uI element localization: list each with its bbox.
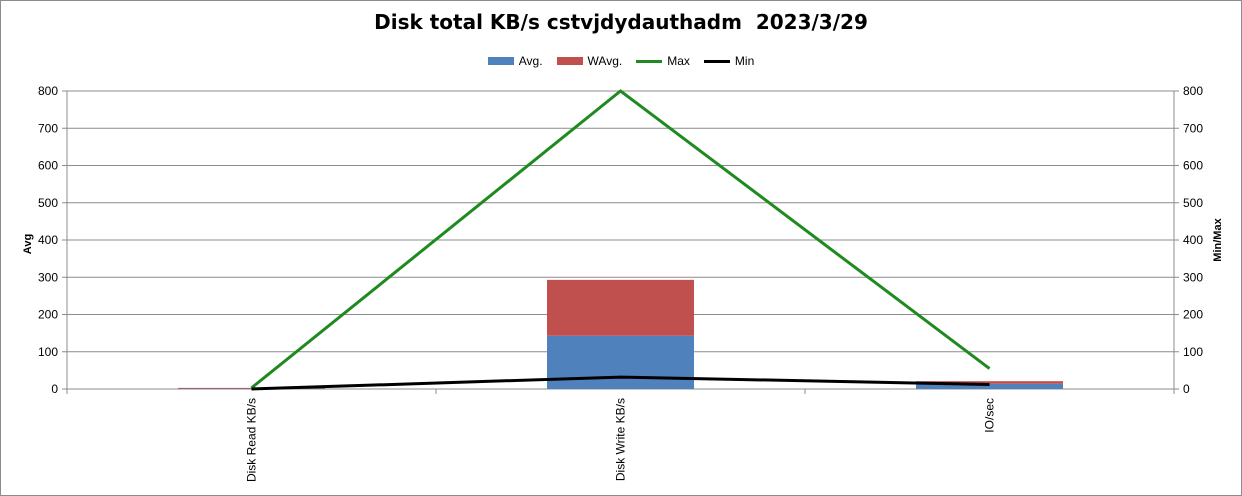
y-tick-label-left: 500 — [38, 196, 58, 210]
series-line-min — [251, 375, 990, 391]
legend-label-wavg: WAvg. — [587, 54, 623, 68]
y-tick-label-left: 400 — [38, 233, 58, 247]
legend-label-avg: Avg. — [518, 54, 543, 68]
y-tick-label-left: 0 — [51, 382, 58, 396]
legend-item-avg: Avg. — [487, 54, 543, 68]
y-tick-label-right: 300 — [1183, 270, 1203, 284]
y-tick-label-right: 200 — [1183, 308, 1203, 322]
y-tick-label-right: 600 — [1183, 159, 1203, 173]
y-tick-label-left: 300 — [38, 270, 58, 284]
series-line-max — [250, 89, 991, 390]
x-tick-label: IO/sec — [983, 398, 997, 433]
chart-title: Disk total KB/s cstvjdydauthadm 2023/3/2… — [374, 10, 868, 34]
y-tick-label-left: 100 — [38, 345, 58, 359]
y-tick-label-left: 800 — [38, 84, 58, 98]
y-tick-label-left: 600 — [38, 159, 58, 173]
legend-item-wavg: WAvg. — [556, 54, 623, 68]
y-tick-label-right: 100 — [1183, 345, 1203, 359]
legend-label-min: Min — [734, 54, 755, 68]
y-tick-label-right: 0 — [1183, 382, 1190, 396]
y-tick-label-left: 200 — [38, 308, 58, 322]
bar-avg — [547, 335, 694, 389]
y-tick-label-right: 800 — [1183, 84, 1203, 98]
y-tick-label-right: 500 — [1183, 196, 1203, 210]
legend: Avg. WAvg. Max Min — [0, 54, 1242, 68]
y-tick-label-right: 700 — [1183, 121, 1203, 135]
bar-wavg — [547, 279, 694, 336]
x-tick-label: Disk Read KB/s — [245, 398, 259, 482]
legend-item-max: Max — [636, 54, 690, 68]
legend-item-min: Min — [703, 54, 755, 68]
y-tick-label-right: 400 — [1183, 233, 1203, 247]
bar-avg — [916, 383, 1063, 389]
x-tick-label: Disk Write KB/s — [614, 398, 628, 481]
legend-swatch-wavg — [556, 57, 583, 65]
legend-swatch-min — [703, 59, 730, 63]
bar-wavg — [916, 381, 1063, 384]
legend-label-max: Max — [667, 54, 690, 68]
legend-swatch-max — [636, 59, 663, 63]
legend-swatch-avg — [487, 57, 514, 65]
y-tick-label-left: 700 — [38, 121, 58, 135]
